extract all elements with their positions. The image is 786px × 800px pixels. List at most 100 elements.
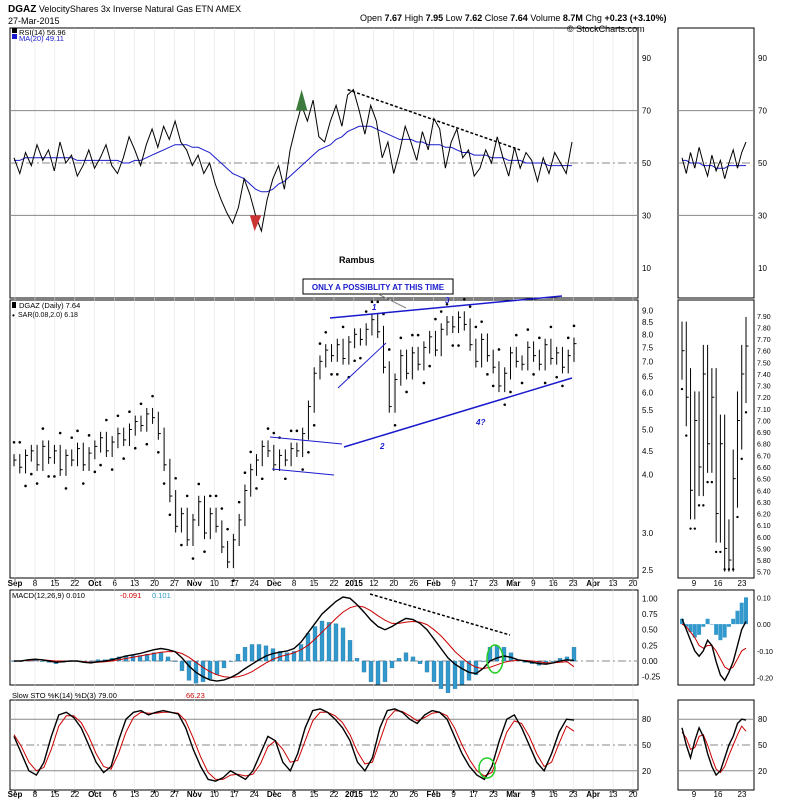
rsi-zoom-line	[681, 141, 747, 179]
sar-dot	[393, 423, 397, 427]
x-tick-label: 6	[112, 790, 117, 799]
sar-dot	[81, 482, 85, 485]
annotation-pointer	[377, 293, 407, 309]
macd-zoom-panel-frame	[677, 589, 755, 686]
sar-dot	[232, 579, 235, 582]
macd-histogram-bar	[396, 658, 402, 662]
sar-dot	[434, 317, 437, 321]
sar-dot	[335, 373, 339, 376]
macd-histogram-bar	[424, 660, 430, 673]
macd-histogram-bar	[550, 660, 556, 662]
x-tick-label: 2015	[345, 790, 363, 799]
zoom-price-y-tick-label: 7.20	[757, 395, 771, 402]
zoom-price-y-tick-label: 7.90	[757, 314, 771, 321]
x-tick-label: 20	[389, 790, 398, 799]
sar-dot	[151, 394, 154, 398]
macd-histogram-bar	[564, 656, 570, 662]
rsi-zoom-y-tick-label: 30	[758, 211, 767, 220]
macd-histogram-bar	[214, 660, 220, 675]
sar-dot	[364, 310, 368, 313]
x-tick-label: Dec	[267, 790, 282, 799]
rsi-ma-legend-label: MA(20) 49.11	[19, 34, 64, 43]
sar-dot	[411, 333, 414, 337]
stoch-zoom-y-tick-label: 80	[758, 715, 767, 724]
sar-dot	[353, 359, 356, 363]
sar-dot	[249, 450, 253, 454]
price-y-tick-label: 6.5	[642, 372, 654, 381]
rsi-y-tick-label: 30	[642, 211, 651, 220]
macd-histogram-bar	[256, 644, 262, 662]
zoom-macd-histogram-bar	[714, 624, 719, 635]
zoom-price-y-tick-label: 6.00	[757, 535, 771, 542]
macd-y-tick-label: 0.00	[642, 657, 658, 666]
sar-dot	[301, 468, 304, 471]
zoom-sar-dot	[714, 550, 718, 554]
zoom-sar-dot	[685, 434, 688, 437]
zoom-sar-dot	[693, 527, 696, 530]
x-tick-label: 23	[489, 790, 498, 799]
zoom-price-y-tick-label: 6.70	[757, 453, 771, 460]
sar-dot	[445, 302, 449, 306]
zoom-price-y-tick-label: 6.30	[757, 500, 771, 507]
rsi-oversold-fill	[249, 215, 262, 232]
sar-dot	[133, 446, 137, 450]
x-tick-label: 13	[130, 790, 139, 799]
zoom-stoch-k-line	[681, 718, 747, 777]
x-tick-label: 22	[330, 790, 339, 799]
macd-histogram-bar	[452, 660, 458, 689]
macd-histogram-bar	[263, 645, 269, 662]
zoom-sar-dot	[736, 515, 739, 519]
macd-histogram-bar	[235, 653, 241, 662]
zoom-price-y-tick-label: 7.80	[757, 325, 771, 332]
price-y-tick-label: 4.0	[642, 471, 654, 480]
stoch-y-tick-label: 50	[642, 741, 651, 750]
zoom-sar-dot	[723, 568, 726, 571]
x-tick-label: 2015	[345, 579, 363, 588]
x-tick-label: Apr	[586, 790, 600, 799]
sar-dot	[532, 373, 535, 376]
macd-histogram-bar	[172, 660, 178, 662]
sar-dot	[203, 550, 206, 553]
sar-dot	[24, 484, 27, 488]
macd-histogram-bar	[207, 660, 213, 680]
macd-crossover-circle	[486, 644, 504, 674]
chart-date: 27-Mar-2015	[8, 16, 60, 26]
wave1-trendline	[337, 342, 387, 389]
sar-dot	[47, 475, 50, 478]
x-tick-label: 20	[629, 579, 638, 588]
zoom-macd-histogram-bar	[692, 624, 697, 638]
sar-dot	[566, 336, 570, 340]
sar-dot	[70, 436, 74, 439]
zoom-price-y-tick-label: 5.80	[757, 558, 771, 565]
sar-dot	[318, 342, 322, 345]
macd-histogram-bar	[347, 640, 353, 662]
macd-y-tick-label: -0.25	[642, 673, 661, 682]
sar-dot	[272, 431, 276, 435]
zoom-macd-histogram-bar	[705, 618, 710, 625]
zoom-price-y-tick-label: 6.40	[757, 488, 771, 495]
price-y-tick-label: 8.5	[642, 318, 654, 327]
x-tick-label: 22	[70, 579, 79, 588]
zoom-macd-histogram-bar	[680, 618, 684, 625]
high-value: 7.95	[425, 13, 444, 23]
macd-histogram-bar	[340, 627, 346, 662]
x-tick-label: 12	[369, 790, 378, 799]
zoom-price-y-tick-label: 7.00	[757, 418, 771, 425]
zoom-x-tick-label: 9	[692, 579, 697, 588]
x-tick-label: 10	[210, 579, 219, 588]
x-tick-label: Feb	[427, 790, 441, 799]
x-tick-label: 24	[250, 579, 259, 588]
macd-histogram-bar	[298, 644, 304, 662]
zoom-macd-histogram-bar	[739, 602, 744, 625]
rsi-y-tick-label: 10	[642, 264, 651, 273]
zoom-sar-dot	[727, 568, 731, 571]
zoom-macd-y-tick-label: -0.20	[757, 676, 773, 683]
sar-dot	[387, 348, 391, 351]
zoom-sar-dot	[740, 457, 743, 461]
stoch-zoom-y-tick-label: 50	[758, 741, 767, 750]
sar-dot	[197, 482, 201, 486]
macd-legend-label: MACD(12,26,9) 0.010	[12, 591, 85, 600]
zoom-sar-dot	[697, 504, 701, 507]
zoom-price-y-tick-label: 7.30	[757, 384, 771, 391]
macd-histogram-bar	[571, 647, 577, 662]
